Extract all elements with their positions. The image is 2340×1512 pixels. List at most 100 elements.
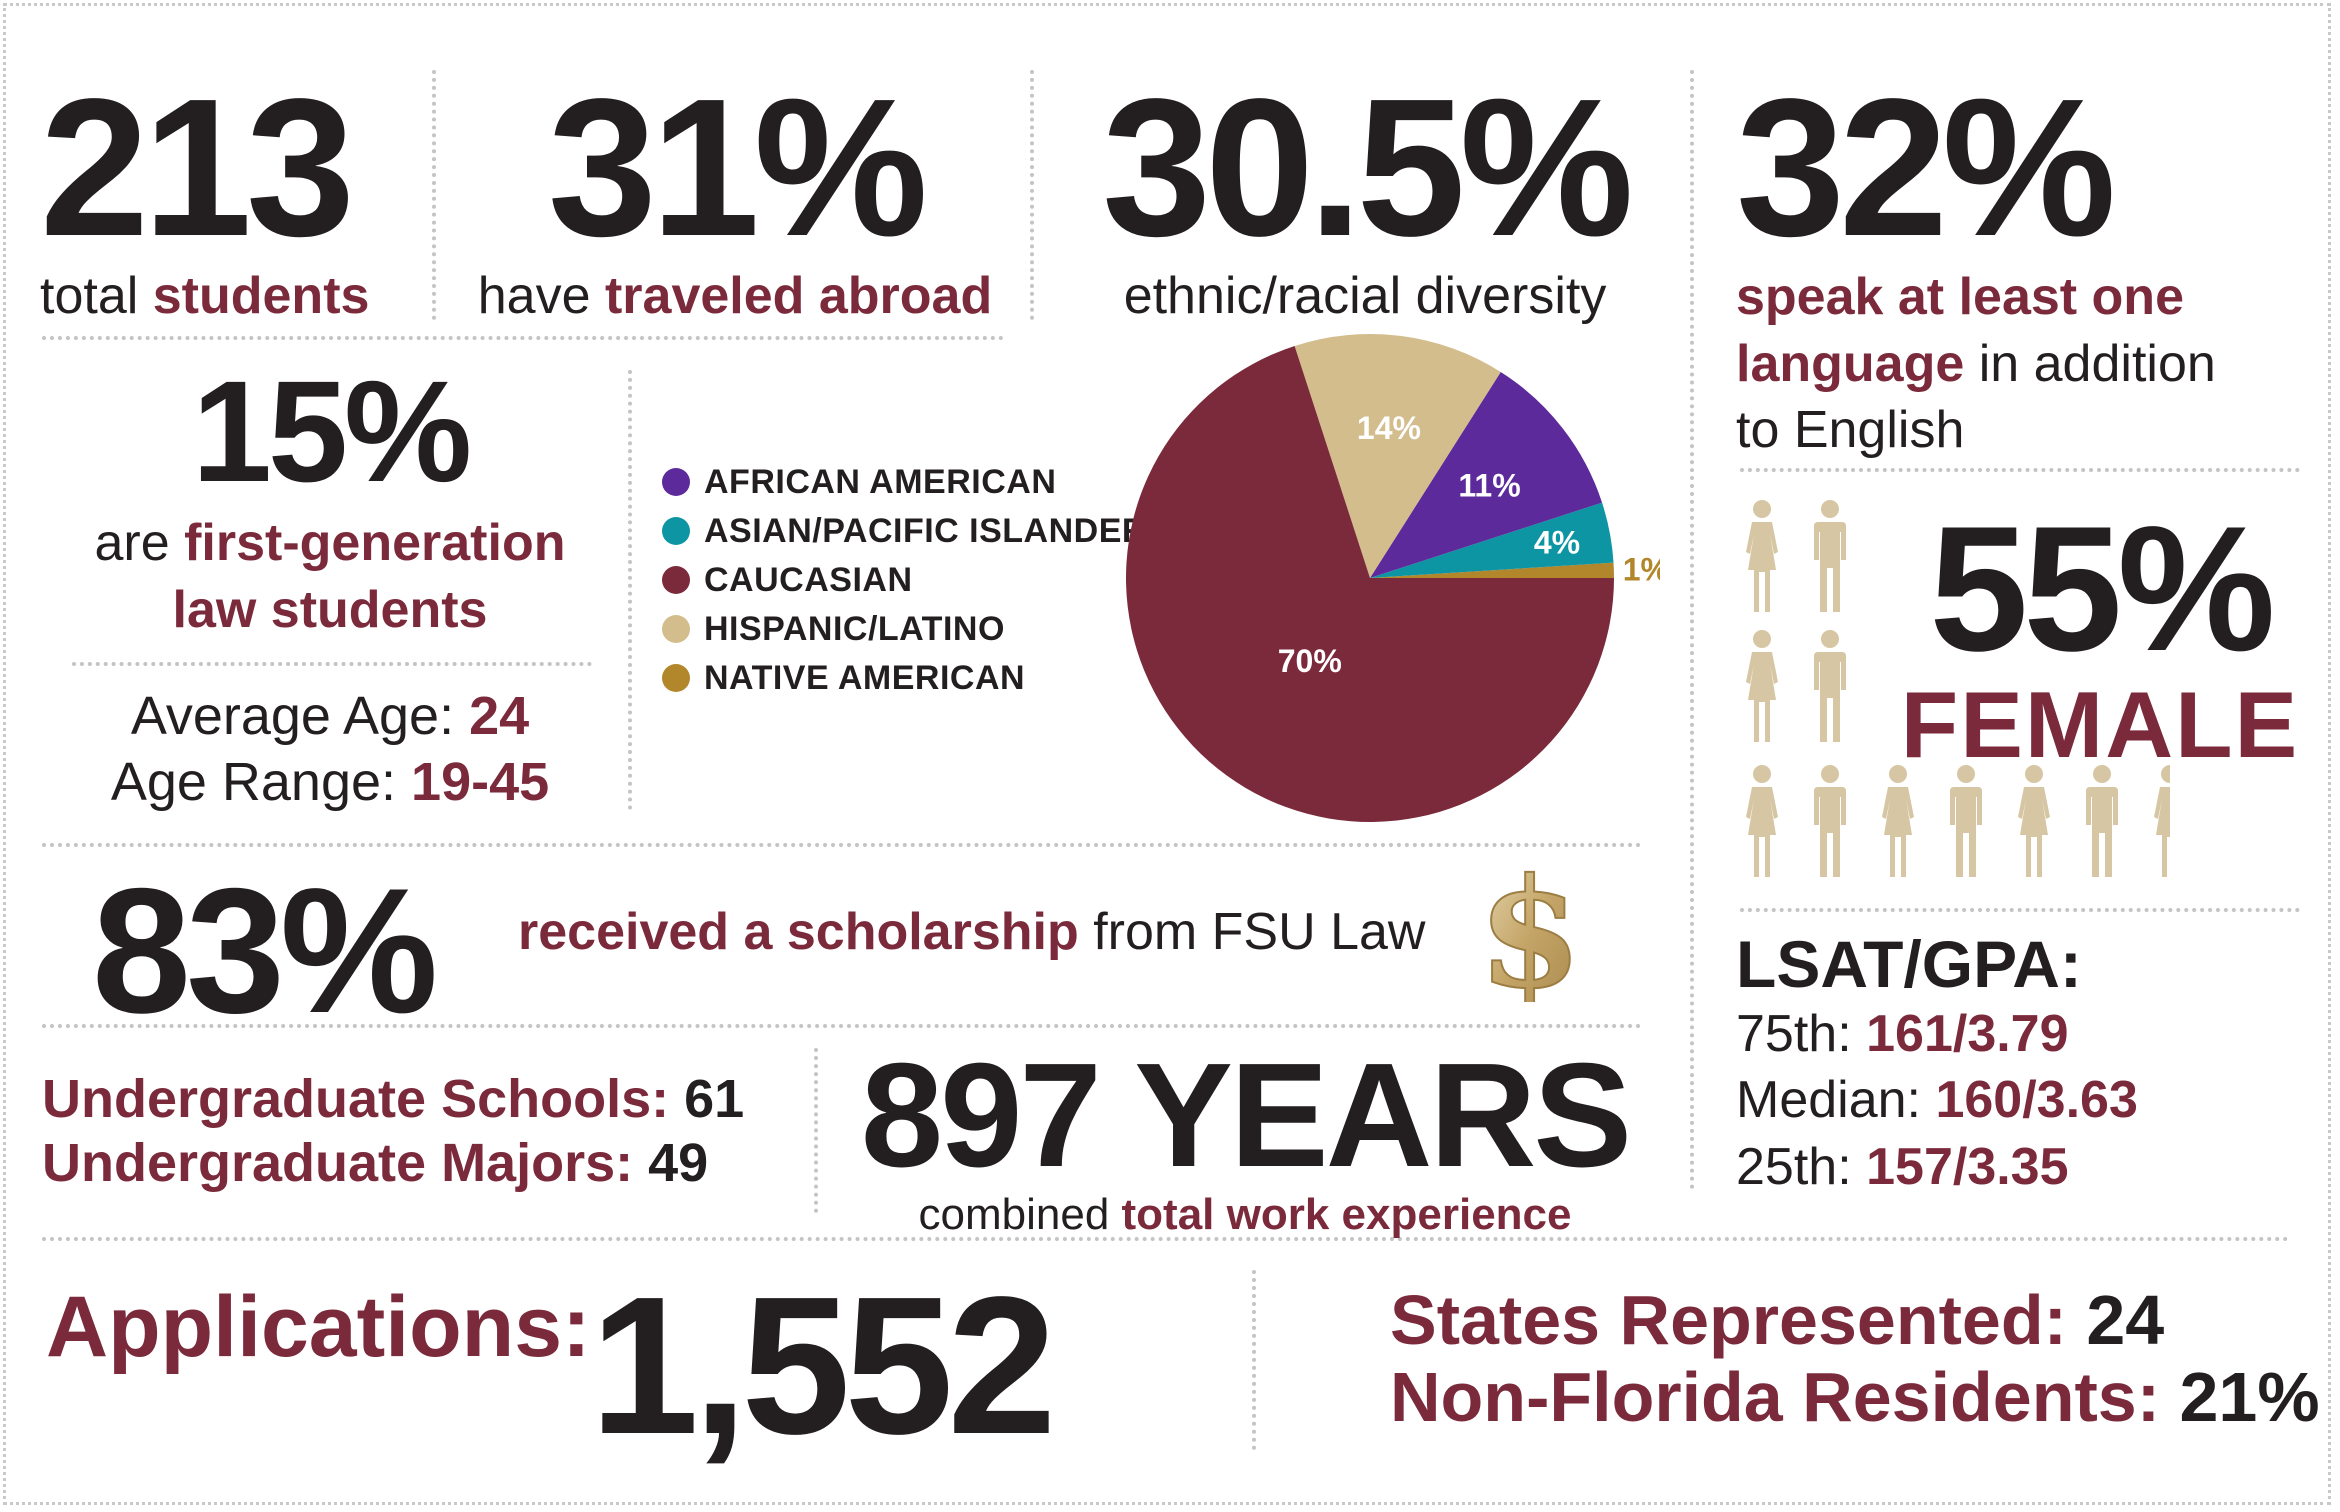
- caption-line-1: speak at least one: [1736, 268, 2184, 326]
- male-person-icon: [1814, 500, 1846, 612]
- divider: [1030, 70, 1034, 320]
- age-range-label: Age Range:: [110, 751, 397, 812]
- caption-text: combined: [918, 1190, 1110, 1239]
- undergrad-majors-label: Undergraduate Majors:: [42, 1132, 634, 1193]
- age-range-row: Age Range: 19-45: [40, 750, 620, 816]
- pie-slice-african-american: [1370, 371, 1603, 578]
- legend-swatch: [662, 615, 690, 643]
- average-age-value: 24: [469, 686, 530, 746]
- lsat-row: 25th: 157/3.35: [1736, 1134, 2296, 1201]
- pie-data-label: 14%: [1357, 410, 1421, 446]
- legend-swatch: [662, 664, 690, 692]
- legend-swatch: [662, 468, 690, 496]
- divider: [1252, 1270, 1256, 1450]
- first-gen-block: 15% are first-generation law students: [40, 360, 620, 643]
- undergrad-schools-label: Undergraduate Schools:: [42, 1069, 670, 1129]
- work-experience-value: 897 YEARS: [860, 1033, 1632, 1198]
- languages-block: 32% speak at least one language in addit…: [1736, 70, 2296, 464]
- pie-slice-native-american: [1370, 562, 1614, 578]
- caption-text: from FSU Law: [1093, 903, 1426, 961]
- states-row: States Represented: 24: [1390, 1282, 2320, 1359]
- pie-data-label: 4%: [1534, 524, 1580, 560]
- female-person-icon: [1746, 630, 1778, 742]
- divider: [628, 370, 632, 810]
- female-person-icon: [2154, 765, 2170, 877]
- caption-accent: language: [1736, 334, 1965, 393]
- first-gen-caption: are first-generation law students: [40, 510, 620, 643]
- diversity-caption: ethnic/racial diversity: [1123, 267, 1607, 325]
- caption-text: are: [94, 514, 170, 572]
- legend-item: CAUCASIAN: [662, 560, 913, 600]
- caption-line-2: language in addition: [1736, 331, 2296, 398]
- female-person-icon: [1882, 765, 1914, 877]
- scholarship-caption: received a scholarship from FSU Law: [518, 900, 1425, 965]
- legend-item: ASIAN/PACIFIC ISLANDER: [662, 511, 1147, 551]
- traveled-abroad-block: 31% have traveled abroad: [460, 70, 1010, 329]
- average-age-row: Average Age: 24: [40, 684, 620, 750]
- legend-label: AFRICAN AMERICAN: [704, 462, 1057, 501]
- male-person-icon: [1950, 765, 1982, 877]
- male-person-icon: [2086, 765, 2118, 877]
- work-experience-block: 897 YEARS combined total work experience: [840, 1042, 1650, 1240]
- divider: [72, 662, 592, 666]
- diversity-value: 30.5%: [1102, 58, 1634, 277]
- female-person-icon: [1746, 765, 1778, 877]
- female-person-icon: [1746, 500, 1778, 612]
- caption-accent: traveled abroad: [604, 267, 993, 325]
- infographic-frame: [3, 3, 2331, 1505]
- pie-data-label: 1%: [1623, 551, 1660, 587]
- male-person-icon: [1814, 630, 1846, 742]
- scholarship-value: 83%: [92, 851, 438, 1050]
- age-range-value: 19-45: [411, 751, 550, 812]
- undergrad-block: Undergraduate Schools: 61 Undergraduate …: [42, 1068, 744, 1195]
- legend-label: CAUCASIAN: [704, 560, 913, 599]
- lsat-row-label: Median:: [1736, 1071, 1921, 1130]
- caption-accent: students: [152, 267, 370, 325]
- residency-block: States Represented: 24 Non-Florida Resid…: [1390, 1282, 2320, 1436]
- divider: [814, 1048, 818, 1213]
- legend-label: ASIAN/PACIFIC ISLANDER: [704, 511, 1147, 550]
- gender-icons: [1746, 500, 2170, 877]
- divider: [42, 1024, 1642, 1028]
- caption-text: in addition: [1978, 334, 2216, 393]
- lsat-row: 75th: 161/3.79: [1736, 1001, 2296, 1068]
- divider: [432, 70, 436, 320]
- caption-text: total: [40, 267, 139, 325]
- legend-item: AFRICAN AMERICAN: [662, 462, 1056, 502]
- legend-swatch: [662, 566, 690, 594]
- legend-label: HISPANIC/LATINO: [704, 609, 1005, 648]
- languages-value: 32%: [1736, 58, 2116, 277]
- pie-slice-hispanic-latino: [1294, 334, 1501, 578]
- caption-line-2: law students: [172, 580, 488, 639]
- total-students-block: 213 total students: [40, 70, 410, 329]
- undergrad-majors-value: 49: [648, 1132, 709, 1193]
- caption-line-1: are first-generation: [40, 510, 620, 577]
- first-gen-value: 15%: [191, 351, 472, 512]
- total-students-value: 213: [40, 58, 355, 277]
- male-person-icon: [1814, 765, 1846, 877]
- average-age-label: Average Age:: [130, 686, 455, 746]
- lsat-gpa-block: LSAT/GPA: 75th: 161/3.79 Median: 160/3.6…: [1736, 928, 2296, 1200]
- lsat-row-label: 25th:: [1736, 1137, 1852, 1196]
- divider: [42, 336, 1004, 340]
- legend-label: NATIVE AMERICAN: [704, 658, 1026, 697]
- total-students-caption: total students: [40, 264, 410, 329]
- lsat-gpa-title: LSAT/GPA:: [1736, 927, 2082, 1001]
- female-label: FEMALE: [1900, 672, 2300, 777]
- caption-line-3: to English: [1736, 401, 1965, 460]
- divider: [1740, 468, 2300, 472]
- legend-item: NATIVE AMERICAN: [662, 658, 1025, 698]
- caption-accent: first-generation: [184, 514, 566, 572]
- traveled-abroad-caption: have traveled abroad: [460, 264, 1010, 329]
- female-block: 55% FEMALE: [1900, 500, 2300, 772]
- languages-caption: speak at least one language in addition …: [1736, 264, 2296, 464]
- states-value: 24: [2086, 1281, 2165, 1359]
- caption-text: have: [477, 267, 591, 325]
- divider: [42, 1237, 2290, 1241]
- divider: [1740, 908, 2300, 912]
- caption-accent: total work experience: [1121, 1190, 1572, 1239]
- pie-data-label: 70%: [1278, 643, 1342, 679]
- caption-accent: received a scholarship: [518, 903, 1079, 961]
- legend-item: HISPANIC/LATINO: [662, 609, 1005, 649]
- non-florida-value: 21%: [2179, 1358, 2320, 1436]
